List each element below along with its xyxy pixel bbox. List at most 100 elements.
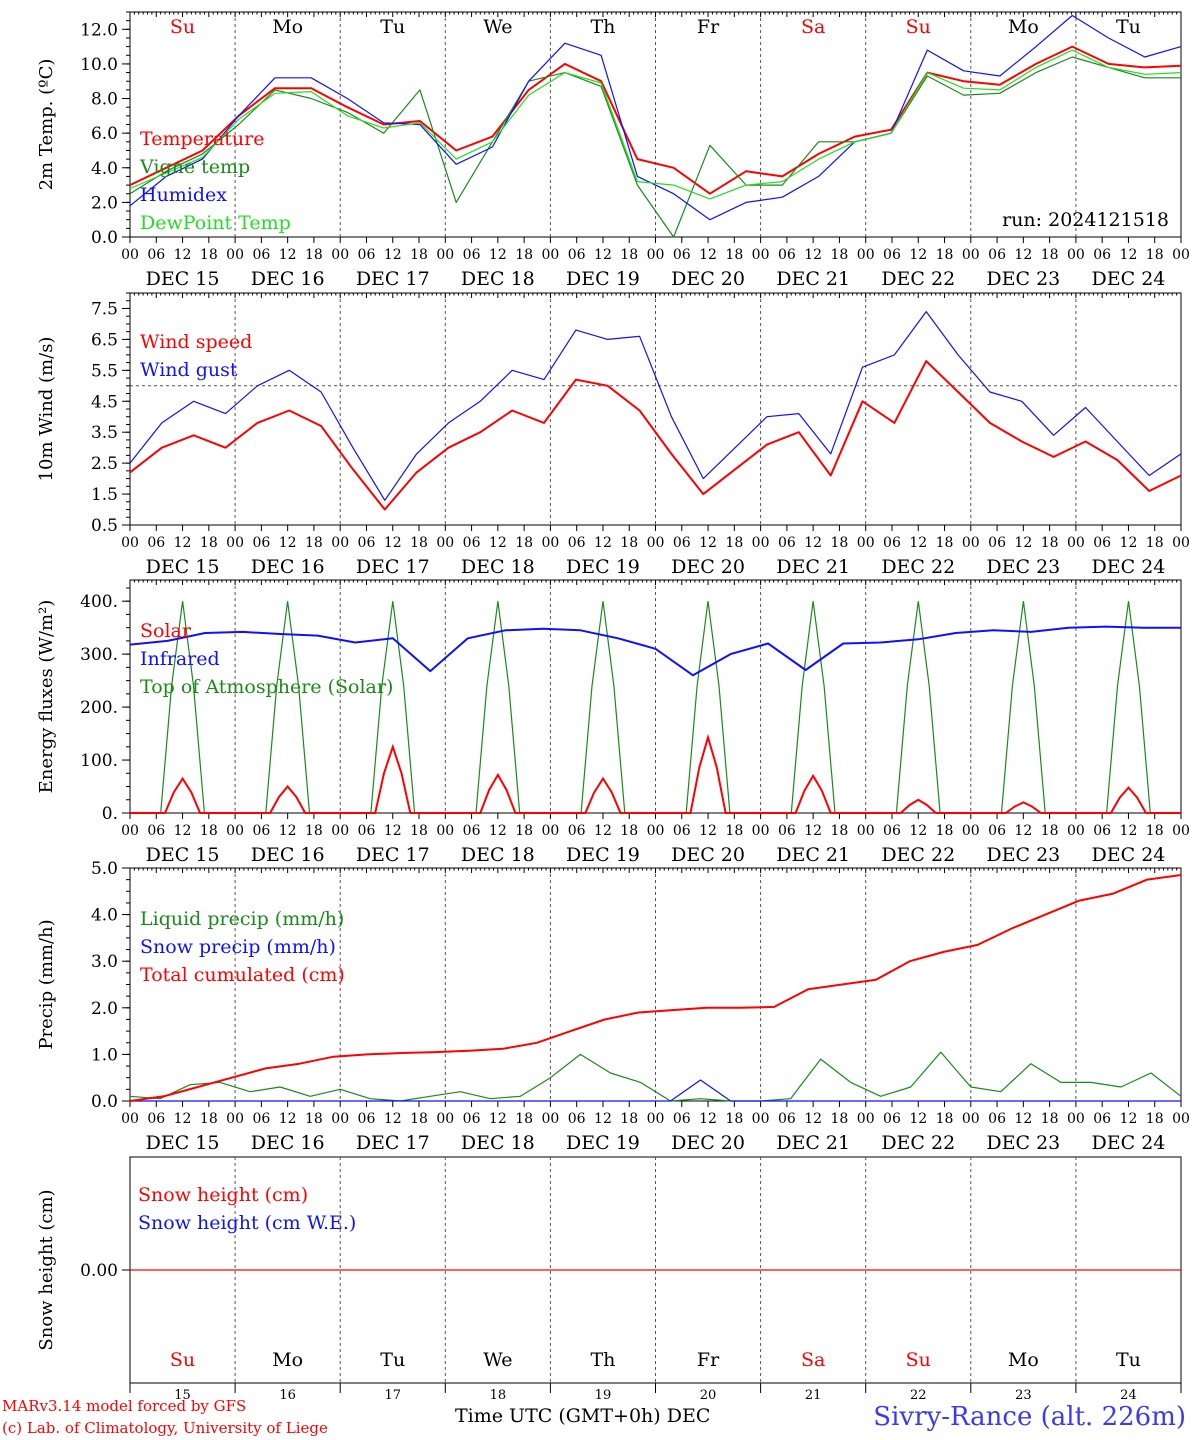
x-tick-label: 12 [489, 1111, 507, 1127]
x-tick-label: 00 [121, 1111, 139, 1127]
x-tick-label: 18 [725, 247, 743, 263]
x-tick-label: 00 [541, 823, 559, 839]
day-number-label: 22 [910, 1388, 927, 1403]
y-tick-label: 12.0 [80, 20, 118, 40]
day-number-label: 24 [1120, 1388, 1137, 1403]
x-tick-label: 12 [384, 1111, 402, 1127]
x-tick-label: 06 [568, 247, 586, 263]
date-label: DEC 15 [146, 556, 220, 578]
day-number-label: 23 [1015, 1388, 1032, 1403]
x-tick-label: 00 [752, 1111, 770, 1127]
x-tick-label: 06 [988, 247, 1006, 263]
date-label: DEC 21 [776, 268, 850, 290]
panel-1: 2m Temp. (ºC) 0.0 2.0 4.0 6.0 8.0 10.0 12.0 00 06… [36, 11, 1190, 290]
x-tick-label: 12 [174, 1111, 192, 1127]
x-tick-label: 12 [1014, 823, 1032, 839]
x-tick-label: 18 [515, 1111, 533, 1127]
weekday-label: We [483, 1349, 512, 1371]
panel-4: Precip (mm/h) 0.0 1.0 2.0 3.0 4.0 5.0 00 06 12 18 0… [36, 859, 1190, 1154]
date-label: DEC 18 [461, 556, 535, 578]
x-tick-label: 06 [463, 1111, 481, 1127]
x-tick-label: 18 [620, 823, 638, 839]
x-tick-label: 12 [804, 247, 822, 263]
x-tick-label: 18 [936, 535, 954, 551]
x-tick-label: 06 [778, 535, 796, 551]
date-label: DEC 22 [881, 1132, 955, 1154]
legend-entry: Humidex [140, 184, 227, 206]
precip-line-1 [130, 1079, 1181, 1102]
date-label: DEC 22 [881, 844, 955, 866]
x-tick-label: 18 [725, 535, 743, 551]
x-tick-label: 12 [1120, 535, 1138, 551]
x-tick-label: 12 [174, 823, 192, 839]
legend-entry: Snow height (cm) [138, 1184, 308, 1206]
x-tick-label: 06 [673, 535, 691, 551]
weekday-label: Mo [272, 1349, 303, 1371]
solar-line [130, 733, 1181, 814]
day-number-label: 19 [595, 1388, 612, 1403]
x-tick-label: 00 [752, 823, 770, 839]
x-tick-label: 06 [988, 823, 1006, 839]
x-tick-label: 00 [1172, 535, 1190, 551]
x-tick-label: 06 [988, 1111, 1006, 1127]
x-tick-label: 00 [121, 535, 139, 551]
date-label: DEC 17 [356, 1132, 430, 1154]
precip-line-0 [129, 1051, 1182, 1102]
y-tick-label: 1.0 [91, 1045, 118, 1065]
x-tick-label: 12 [594, 247, 612, 263]
x-tick-label: 12 [489, 247, 507, 263]
x-tick-label: 18 [200, 823, 218, 839]
x-axis-title: Time UTC (GMT+0h) DEC [455, 1405, 711, 1427]
x-tick-label: 00 [331, 1111, 349, 1127]
x-tick-label: 18 [305, 823, 323, 839]
y-tick-label: 5.0 [91, 859, 118, 879]
x-tick-label: 00 [226, 535, 244, 551]
x-tick-label: 00 [647, 247, 665, 263]
date-label: DEC 15 [146, 1132, 220, 1154]
legend-entry: Infrared [140, 648, 220, 670]
x-tick-label: 06 [1093, 823, 1111, 839]
weekday-label: Sa [801, 16, 825, 38]
y-axis-label: Energy fluxes (W/m²) [36, 600, 57, 794]
y-tick-label: 0.5 [91, 516, 118, 536]
x-tick-label: 00 [226, 823, 244, 839]
x-tick-label: 06 [147, 823, 165, 839]
date-label: DEC 18 [461, 1132, 535, 1154]
x-tick-label: 00 [752, 247, 770, 263]
x-tick-label: 06 [358, 535, 376, 551]
x-tick-label: 12 [384, 823, 402, 839]
date-label: DEC 20 [671, 1132, 745, 1154]
precip-line-2 [129, 874, 1182, 1102]
date-label: DEC 16 [251, 844, 325, 866]
x-tick-label: 06 [673, 1111, 691, 1127]
x-tick-label: 18 [1146, 1111, 1164, 1127]
x-tick-label: 06 [463, 823, 481, 839]
x-tick-label: 00 [1172, 247, 1190, 263]
x-tick-label: 18 [1041, 823, 1059, 839]
y-tick-label: 400. [80, 592, 118, 612]
x-tick-label: 12 [804, 1111, 822, 1127]
x-tick-label: 12 [279, 247, 297, 263]
x-tick-label: 18 [410, 535, 428, 551]
x-tick-label: 00 [331, 247, 349, 263]
date-label: DEC 20 [671, 268, 745, 290]
date-label: DEC 24 [1092, 268, 1166, 290]
y-tick-label: 4.0 [91, 906, 118, 926]
date-label: DEC 15 [146, 844, 220, 866]
weekday-label: Su [906, 1349, 931, 1371]
x-tick-label: 12 [489, 535, 507, 551]
infrared-line [129, 625, 1181, 677]
x-tick-label: 12 [1014, 535, 1032, 551]
weekday-label: We [483, 16, 512, 38]
x-tick-label: 18 [725, 1111, 743, 1127]
day-number-label: 15 [174, 1388, 191, 1403]
date-label: DEC 24 [1092, 556, 1166, 578]
x-tick-label: 12 [384, 247, 402, 263]
x-tick-label: 12 [699, 535, 717, 551]
date-label: DEC 15 [146, 268, 220, 290]
date-label: DEC 19 [566, 1132, 640, 1154]
x-tick-label: 00 [647, 823, 665, 839]
model-credit: MARv3.14 model forced by GFS [2, 1397, 247, 1415]
x-tick-label: 00 [647, 535, 665, 551]
